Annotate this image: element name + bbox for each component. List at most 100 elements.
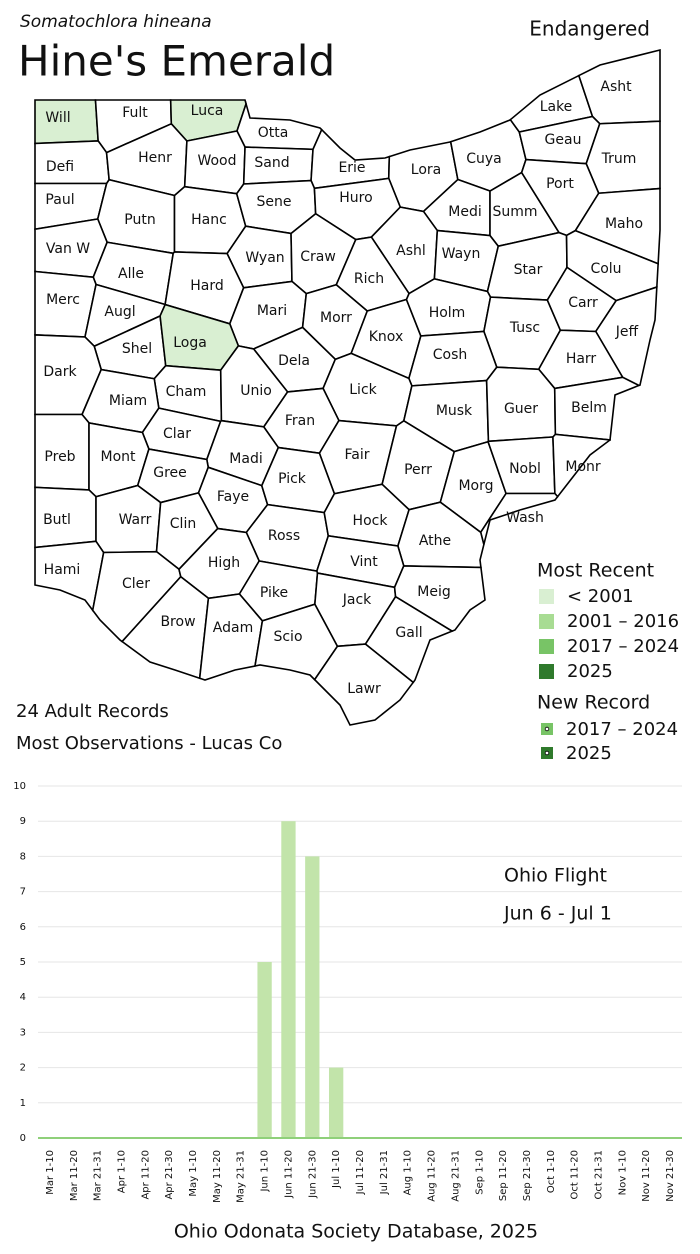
legend-swatch	[539, 614, 554, 629]
county-label: Jeff	[615, 324, 639, 340]
county-label: Craw	[300, 249, 336, 265]
county-label: Henr	[138, 150, 172, 166]
county-label: Scio	[273, 629, 302, 645]
x-tick-label: Nov 1-10	[617, 1150, 628, 1195]
county-label: Rich	[354, 271, 384, 287]
y-tick-label: 10	[13, 781, 26, 792]
county	[198, 593, 264, 681]
county-label: Nobl	[509, 461, 541, 477]
county-label: Knox	[369, 329, 403, 345]
x-tick-label: May 1-10	[188, 1150, 199, 1197]
county-label: Lake	[540, 99, 573, 115]
legend-label: 2025	[567, 661, 613, 682]
title: Hine's Emerald	[18, 37, 335, 86]
county-label: Wood	[197, 153, 236, 169]
x-tick-label: Aug 11-20	[427, 1150, 438, 1202]
x-tick-label: Aug 21-31	[450, 1150, 461, 1202]
county-label: Preb	[44, 449, 75, 465]
county-label: Musk	[436, 403, 473, 419]
county-label: Port	[546, 176, 574, 192]
county-label: Clin	[170, 516, 196, 532]
x-tick-label: Jun 21-30	[307, 1150, 318, 1199]
county-label: Hanc	[191, 212, 227, 228]
x-tick-label: Oct 1-10	[546, 1150, 557, 1193]
y-tick-label: 5	[20, 957, 26, 968]
county-label: Wash	[506, 510, 544, 526]
county-label: Faye	[217, 489, 249, 505]
legend-label: < 2001	[567, 586, 634, 607]
county-label: Guer	[504, 401, 538, 417]
bar	[328, 1067, 344, 1138]
county-label: Hami	[44, 562, 81, 578]
x-tick-label: Oct 21-31	[594, 1150, 605, 1200]
county-label: Warr	[119, 512, 152, 528]
x-tick-label: Mar 1-10	[45, 1150, 56, 1195]
county-label: Lawr	[347, 681, 381, 697]
county-label: Jack	[342, 592, 372, 608]
county-label: Pike	[260, 585, 288, 601]
x-tick-label: Sep 1-10	[474, 1150, 485, 1195]
footer: Ohio Odonata Society Database, 2025	[174, 1221, 538, 1243]
y-tick-label: 0	[20, 1133, 26, 1144]
legend-dot	[544, 750, 550, 756]
legend-dot	[544, 726, 550, 732]
county-label: Star	[514, 262, 543, 278]
county-label: Merc	[46, 292, 80, 308]
county-label: Geau	[545, 132, 582, 148]
county-label: Otta	[258, 125, 289, 141]
county-label: Holm	[429, 305, 466, 321]
bar	[305, 856, 320, 1138]
y-tick-label: 9	[20, 816, 26, 827]
county-label: Ross	[268, 528, 300, 544]
county-label: Athe	[419, 533, 451, 549]
county-label: Lick	[349, 382, 377, 398]
county-label: Fair	[345, 447, 370, 463]
county-label: Augl	[104, 304, 135, 320]
y-tick-label: 2	[20, 1063, 26, 1074]
most-observations: Most Observations - Lucas Co	[16, 733, 282, 754]
county-label: Loga	[173, 335, 207, 351]
y-tick-label: 4	[20, 992, 26, 1003]
x-tick-label: Apr 21-30	[164, 1150, 175, 1200]
county-label: Brow	[160, 614, 195, 630]
subtitle: Somatochlora hineana	[20, 12, 212, 32]
annotation: Ohio Flight	[504, 865, 607, 887]
county-label: Dela	[278, 353, 310, 369]
county-label: Cuya	[466, 151, 502, 167]
legend-title: New Record	[537, 692, 650, 714]
county-label: Gall	[395, 625, 422, 641]
map: Will Fult Luca Otta Defi Henr Wood Sand Erie Lora…	[34, 48, 661, 726]
county-label: Madi	[229, 451, 262, 467]
legend-label: 2025	[566, 743, 612, 764]
x-tick-label: Oct 11-20	[570, 1150, 581, 1200]
county-label: Van W	[46, 241, 90, 257]
legend-swatch	[539, 664, 554, 679]
x-tick-label: Sep 11-20	[498, 1150, 509, 1201]
county-label: Monr	[565, 459, 601, 475]
county-label: Unio	[240, 383, 272, 399]
county-label: Morg	[458, 478, 493, 494]
x-tick-label: Mar 11-20	[69, 1150, 80, 1201]
legend-label: 2001 – 2016	[567, 611, 679, 632]
county-label: Mari	[257, 303, 287, 319]
x-tick-label: Nov 21-30	[665, 1150, 676, 1202]
x-tick-label: Jul 1-10	[331, 1150, 342, 1189]
bar	[281, 821, 296, 1138]
x-tick-label: Jun 11-20	[283, 1150, 294, 1199]
county-label: Carr	[568, 295, 598, 311]
chart: 0 1 2 3 4 5 6 7 8 9 10 Mar 1-10 Mar 11-20 Mar 21-31 Ap…	[13, 781, 682, 1203]
x-tick-label: Jul 21-31	[379, 1150, 390, 1195]
county-label: Belm	[571, 400, 607, 416]
y-tick-label: 8	[20, 851, 26, 862]
county-label: Hock	[353, 513, 389, 529]
county-label: Medi	[448, 204, 481, 220]
x-tick-label: May 21-31	[236, 1150, 247, 1203]
county-label: Gree	[153, 465, 187, 481]
annotation: Jun 6 - Jul 1	[503, 903, 612, 925]
county-label: Adam	[213, 620, 253, 636]
county-label: Perr	[404, 462, 432, 478]
y-tick-label: 3	[20, 1027, 26, 1038]
county-label: Clar	[163, 426, 191, 442]
county-label: Sand	[254, 155, 289, 171]
